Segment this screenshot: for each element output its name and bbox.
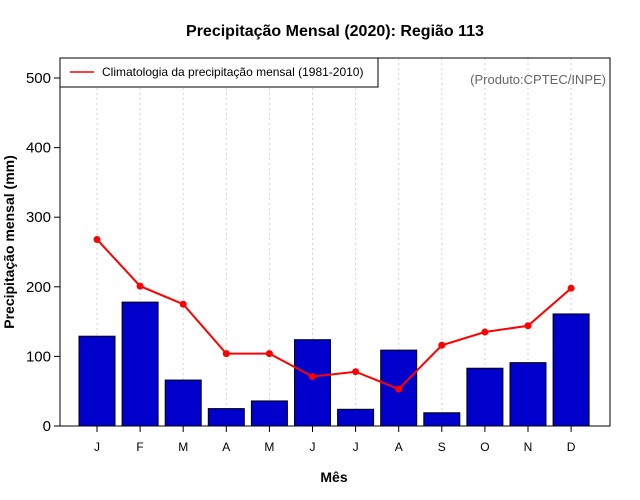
bar-3 xyxy=(164,379,202,427)
climatology-point-9 xyxy=(438,341,446,349)
legend-box xyxy=(59,57,379,88)
axes: 0 100 200 300 400 500 J F M A M J J A S O N D xyxy=(26,70,576,454)
climatology-point-2 xyxy=(136,282,144,290)
y-tick-label: 400 xyxy=(26,140,51,157)
legend: Climatologia da precipitação mensal (198… xyxy=(59,57,379,88)
x-tick-label: S xyxy=(438,440,446,454)
climatology-line xyxy=(96,238,572,391)
x-tick-label: J xyxy=(310,440,316,454)
climatology-point-5 xyxy=(265,350,273,358)
climatology-point-8 xyxy=(395,385,403,393)
chart-title: Precipitação Mensal (2020): Região 113 xyxy=(186,23,484,40)
bar-6 xyxy=(294,339,331,427)
bar-12 xyxy=(552,313,590,427)
source-annotation: (Produto:CPTEC/INPE) xyxy=(470,72,606,87)
x-tick-label: A xyxy=(395,440,403,454)
x-tick-label: J xyxy=(94,440,100,454)
y-axis-label: Precipitação mensal (mm) xyxy=(1,155,17,329)
x-tick-label: N xyxy=(524,440,533,454)
bar-5 xyxy=(250,400,288,427)
bar-4 xyxy=(207,408,245,427)
bar-7 xyxy=(337,408,375,427)
y-tick-label: 300 xyxy=(26,209,51,226)
y-tick-label: 200 xyxy=(26,279,51,296)
bar-10 xyxy=(466,367,504,427)
bar-1 xyxy=(78,335,116,427)
y-tick-label: 0 xyxy=(43,418,51,435)
bar-11 xyxy=(509,362,547,427)
x-tick-label: F xyxy=(136,440,143,454)
climatology-point-11 xyxy=(524,322,532,330)
x-tick-label: J xyxy=(353,440,359,454)
bar-series xyxy=(78,301,590,427)
x-tick-label: A xyxy=(222,440,230,454)
legend-label: Climatologia da precipitação mensal (198… xyxy=(102,65,363,79)
climatology-point-6 xyxy=(309,373,316,381)
bar-2 xyxy=(121,301,159,427)
climatology-point-3 xyxy=(179,300,187,308)
x-tick-label: M xyxy=(178,440,188,454)
climatology-point-4 xyxy=(222,350,230,358)
climatology-series xyxy=(93,235,575,393)
y-tick-label: 100 xyxy=(26,348,51,365)
climatology-point-7 xyxy=(352,368,360,376)
y-tick-label: 500 xyxy=(26,70,51,87)
x-tick-label: M xyxy=(264,440,274,454)
x-axis-label: Mês xyxy=(320,469,347,485)
x-tick-label: O xyxy=(480,440,489,454)
bar-9 xyxy=(423,412,461,427)
climatology-point-10 xyxy=(481,328,489,336)
climatology-point-12 xyxy=(567,284,575,292)
climatology-point-1 xyxy=(93,235,101,243)
x-tick-label: D xyxy=(567,440,576,454)
